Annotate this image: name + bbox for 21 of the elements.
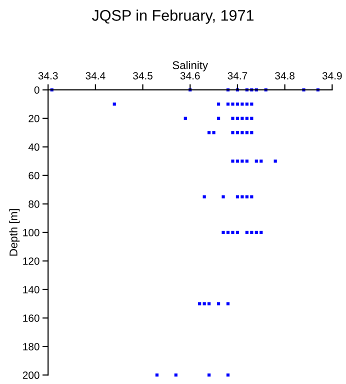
y-tick-label: 180 (23, 343, 40, 350)
y-tick-label: 160 (23, 314, 40, 322)
chart-title: JQSP in February, 1971 (92, 10, 254, 24)
y-tick-label: 140 (23, 286, 40, 294)
y-tick-label: 60 (28, 172, 40, 180)
x-tick-label: 34.6 (180, 72, 200, 80)
y-tick-label: 40 (28, 143, 40, 151)
x-tick-label: 34.5 (133, 72, 152, 80)
x-tick-label: 34.9 (322, 72, 342, 80)
x-tick-label: 34.7 (228, 72, 248, 80)
y-tick-label: 100 (23, 228, 40, 236)
x-axis-title: Salinity (172, 60, 208, 72)
y-tick-label: 80 (28, 200, 40, 208)
y-tick-label: 200 (22, 372, 40, 379)
y-tick-label: 20 (28, 114, 40, 122)
y-axis-title: Depth [m] (9, 209, 20, 256)
x-tick-label: 34.3 (38, 72, 58, 80)
x-tick-label: 34.4 (86, 72, 106, 80)
y-tick-label: 120 (23, 257, 40, 265)
x-tick-label: 34.8 (275, 72, 294, 80)
y-tick-label: 0 (34, 86, 40, 94)
